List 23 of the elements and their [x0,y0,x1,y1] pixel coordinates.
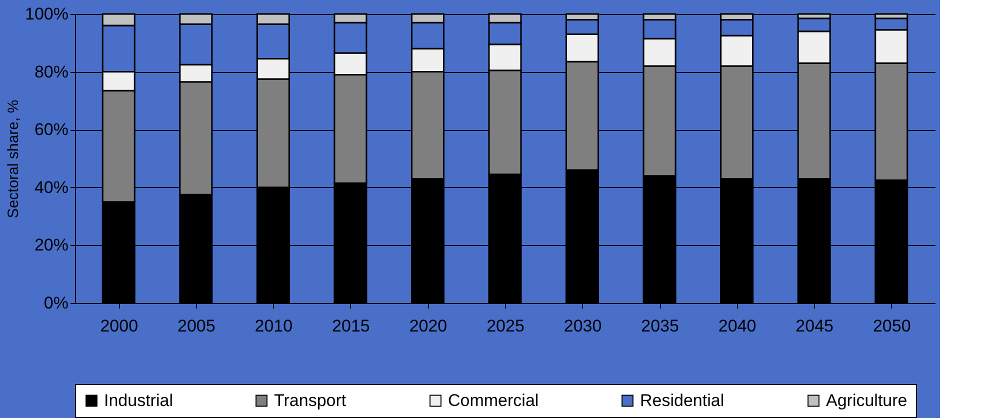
y-tick-label: 0% [44,294,68,312]
legend-label: Transport [274,390,346,410]
legend-label: Industrial [104,390,173,410]
x-tick-label: 2000 [100,316,138,336]
x-tick-label: 2035 [641,316,679,336]
x-tick-label: 2030 [564,316,602,336]
x-tick-label: 2005 [177,316,216,336]
y-axis-title: Sectoral share, % [5,100,22,218]
y-tick-label: 100% [25,4,68,24]
legend-label: Residential [640,390,724,410]
x-tick-label: 2020 [409,316,448,336]
x-tick-label: 2010 [254,316,293,336]
x-tick-label: 2050 [872,316,911,336]
y-tick-label: 60% [34,120,68,140]
x-tick-label: 2045 [796,316,834,336]
y-tick-label: 20% [34,236,68,255]
legend-label: Agriculture [826,390,908,410]
legend-label: Commercial [448,390,539,410]
y-tick-label: 40% [34,178,68,197]
x-tick-label: 2040 [718,316,756,336]
x-tick-label: 2015 [332,316,370,336]
x-tick-label: 2025 [486,316,524,336]
y-tick-label: 80% [34,62,68,82]
